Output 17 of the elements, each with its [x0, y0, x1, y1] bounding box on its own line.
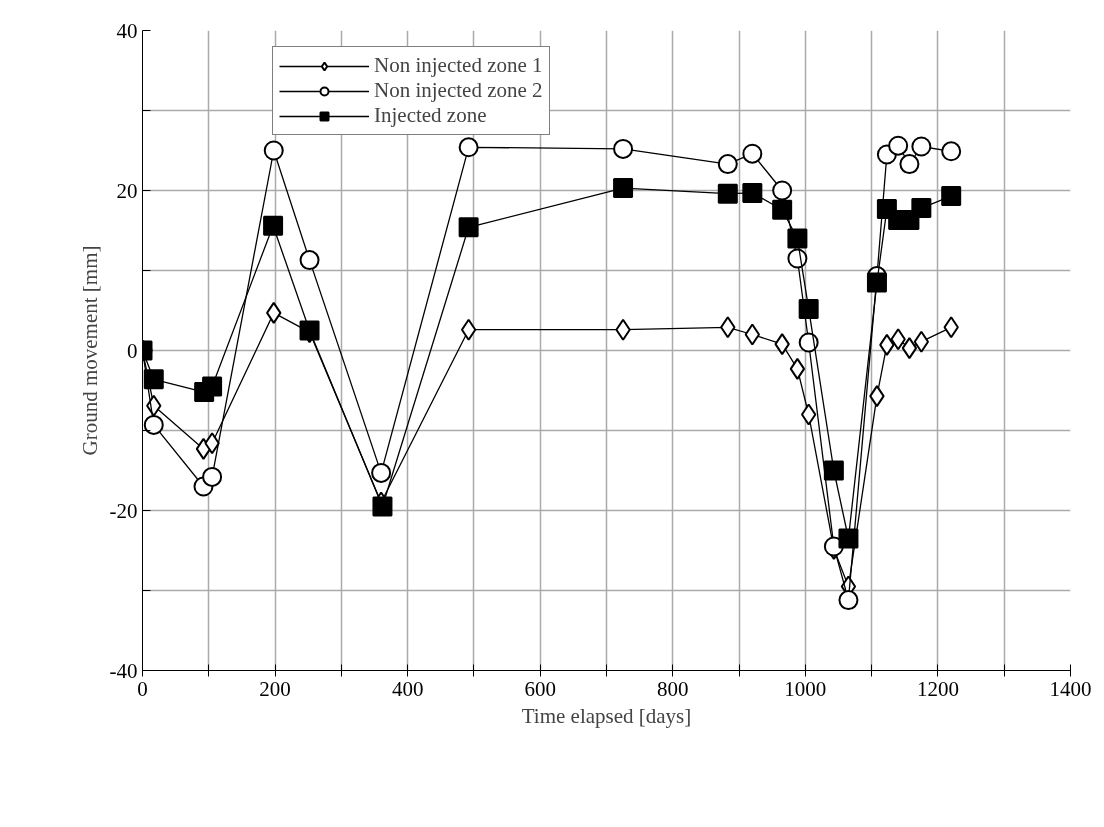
- y-tick-label: 0: [127, 338, 138, 363]
- y-axis-title: Ground movement [mm]: [77, 245, 102, 456]
- y-tick-label: 20: [116, 178, 138, 203]
- legend-label: Non injected zone 2: [374, 78, 543, 103]
- x-tick-label: 1000: [784, 676, 827, 701]
- x-tick-label: 1400: [1049, 676, 1092, 701]
- x-tick-label: 400: [391, 676, 424, 701]
- y-tick-label: 40: [116, 18, 138, 43]
- x-tick-label: 600: [524, 676, 556, 701]
- y-tick-label: -20: [109, 498, 138, 523]
- x-tick-label: 200: [259, 676, 291, 701]
- x-tick-label: 1200: [916, 676, 959, 701]
- x-tick-label: 800: [657, 676, 689, 701]
- legend-label: Non injected zone 1: [374, 53, 543, 78]
- y-tick-label: -40: [109, 658, 138, 683]
- legend-label: Injected zone: [374, 103, 487, 128]
- x-axis-title: Time elapsed [days]: [521, 703, 692, 728]
